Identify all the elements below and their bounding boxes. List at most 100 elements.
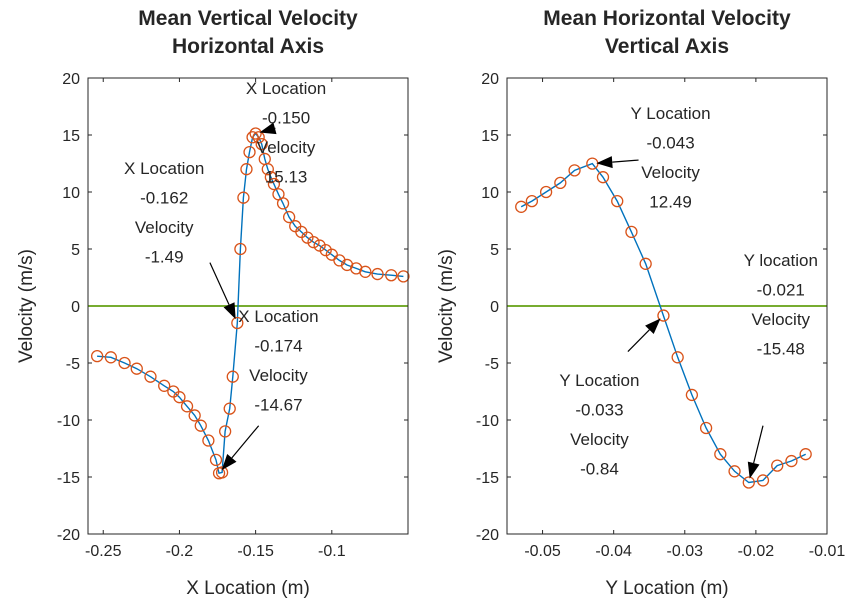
right-data-point	[639, 257, 652, 270]
left-annotation-text: Velocity	[135, 218, 194, 237]
left-annotation-text: -1.49	[145, 247, 184, 266]
right-y-tick-label: -20	[476, 527, 499, 544]
left-plot-frame	[87, 77, 409, 535]
right-data-point	[515, 200, 528, 213]
right-data-point	[685, 388, 699, 402]
right-chart-title-line-1: Mean Horizontal Velocity	[543, 7, 791, 30]
left-data-point	[246, 131, 259, 144]
right-annotation-text: 12.49	[649, 193, 692, 212]
left-annotation-text: Velocity	[249, 366, 308, 385]
left-annotation-text: X Location	[124, 159, 204, 178]
right-x-axis-label: Y Location (m)	[605, 578, 728, 599]
left-data-point	[173, 391, 186, 404]
left-annotation-arrow-head	[223, 302, 236, 320]
left-x-tick-label: -0.15	[237, 543, 274, 560]
left-annotation-text: -0.162	[140, 188, 188, 207]
right-annotation-text: Velocity	[641, 163, 700, 182]
right-annotation-arrow-shaft	[612, 159, 639, 163]
left-data-point	[249, 127, 262, 140]
right-y-tick-label: 15	[481, 128, 499, 145]
left-data-point	[264, 171, 278, 184]
right-annotation-text: Y Location	[559, 371, 639, 390]
left-data-point	[240, 163, 253, 176]
left-x-tick-label: -0.1	[318, 543, 346, 560]
left-data-point	[276, 197, 290, 210]
left-annotation-text: 15.13	[265, 167, 308, 186]
right-x-tick-label: -0.03	[667, 543, 704, 560]
right-annotation-text: Y Location	[631, 104, 711, 123]
left-chart-title-line-1: Mean Vertical Velocity	[138, 7, 358, 30]
right-annotation-text: -15.48	[757, 340, 805, 359]
left-y-tick-label: 15	[62, 128, 80, 145]
left-y-tick-label: 5	[71, 242, 80, 259]
left-data-point	[261, 163, 274, 176]
left-data-point	[104, 351, 118, 364]
left-annotation-text: -0.174	[254, 336, 302, 355]
left-y-tick-label: 20	[62, 71, 80, 88]
right-annotation-arrow-head	[645, 318, 661, 334]
left-data-point	[158, 379, 171, 392]
left-annotation-arrow-head	[259, 122, 277, 135]
left-annotation-text: Velocity	[257, 138, 316, 157]
left-data-point	[282, 210, 296, 224]
right-data-point	[671, 351, 684, 364]
left-data-point	[180, 400, 194, 413]
left-data-point	[267, 177, 281, 191]
left-data-point	[234, 242, 247, 256]
right-y-axis-label: Velocity (m/s)	[436, 249, 457, 363]
right-annotation-text: -0.021	[757, 281, 805, 300]
left-annotation-arrow-shaft	[209, 262, 230, 306]
left-annotation-text: -0.150	[262, 108, 310, 127]
left-data-point	[301, 231, 314, 244]
left-y-tick-label: 0	[71, 299, 80, 316]
left-data-point	[252, 131, 265, 144]
right-y-tick-label: -5	[485, 356, 499, 373]
right-annotation-text: Velocity	[751, 310, 810, 329]
left-annotation-arrow-shaft	[231, 425, 260, 459]
left-data-point	[397, 270, 410, 283]
left-data-point	[90, 350, 104, 363]
right-annotation-arrow-shaft	[753, 425, 764, 464]
right-data-point	[799, 448, 812, 461]
left-data-point	[130, 362, 143, 375]
left-data-point	[194, 419, 207, 432]
right-chart-title-line-2: Vertical Axis	[605, 35, 729, 58]
left-y-tick-label: -15	[57, 470, 80, 487]
right-data-point	[568, 164, 581, 177]
left-annotation-text: X Location	[246, 79, 326, 98]
left-data-point	[209, 453, 223, 467]
right-x-tick-label: -0.01	[809, 543, 846, 560]
right-chart: Mean Horizontal Velocity Vertical Axis -…	[436, 7, 845, 599]
left-y-tick-label: -10	[57, 413, 80, 430]
right-data-point	[657, 309, 670, 322]
right-data-point	[714, 448, 727, 461]
right-data-point	[742, 476, 755, 489]
right-y-tick-label: -10	[476, 413, 499, 430]
left-y-axis-label: Velocity (m/s)	[16, 249, 37, 363]
right-y-tick-label: -15	[476, 470, 499, 487]
left-data-point	[371, 267, 384, 281]
left-data-point	[255, 137, 268, 151]
left-data-point	[319, 243, 332, 257]
left-x-axis-label: X Location (m)	[186, 578, 310, 599]
left-x-tick-label: -0.25	[85, 543, 122, 560]
left-data-point	[313, 239, 326, 252]
left-data-point	[226, 370, 239, 383]
right-data-point	[771, 459, 784, 472]
right-annotation-text: -0.033	[575, 400, 623, 419]
right-annotation-text: Y location	[744, 251, 818, 270]
right-x-tick-label: -0.02	[738, 543, 775, 560]
left-annotation-arrow-head	[221, 454, 237, 471]
right-data-point	[554, 176, 567, 190]
left-data-point	[118, 356, 131, 370]
right-y-tick-label: 0	[490, 299, 499, 316]
right-y-tick-label: 20	[481, 71, 499, 88]
left-chart-title-line-2: Horizontal Axis	[172, 35, 324, 58]
right-annotation-arrow-head	[596, 156, 613, 169]
right-data-point	[525, 194, 539, 208]
left-y-tick-label: 10	[62, 185, 80, 202]
right-data-point	[596, 171, 610, 184]
left-data-point	[237, 191, 250, 204]
left-y-tick-label: -20	[57, 527, 80, 544]
